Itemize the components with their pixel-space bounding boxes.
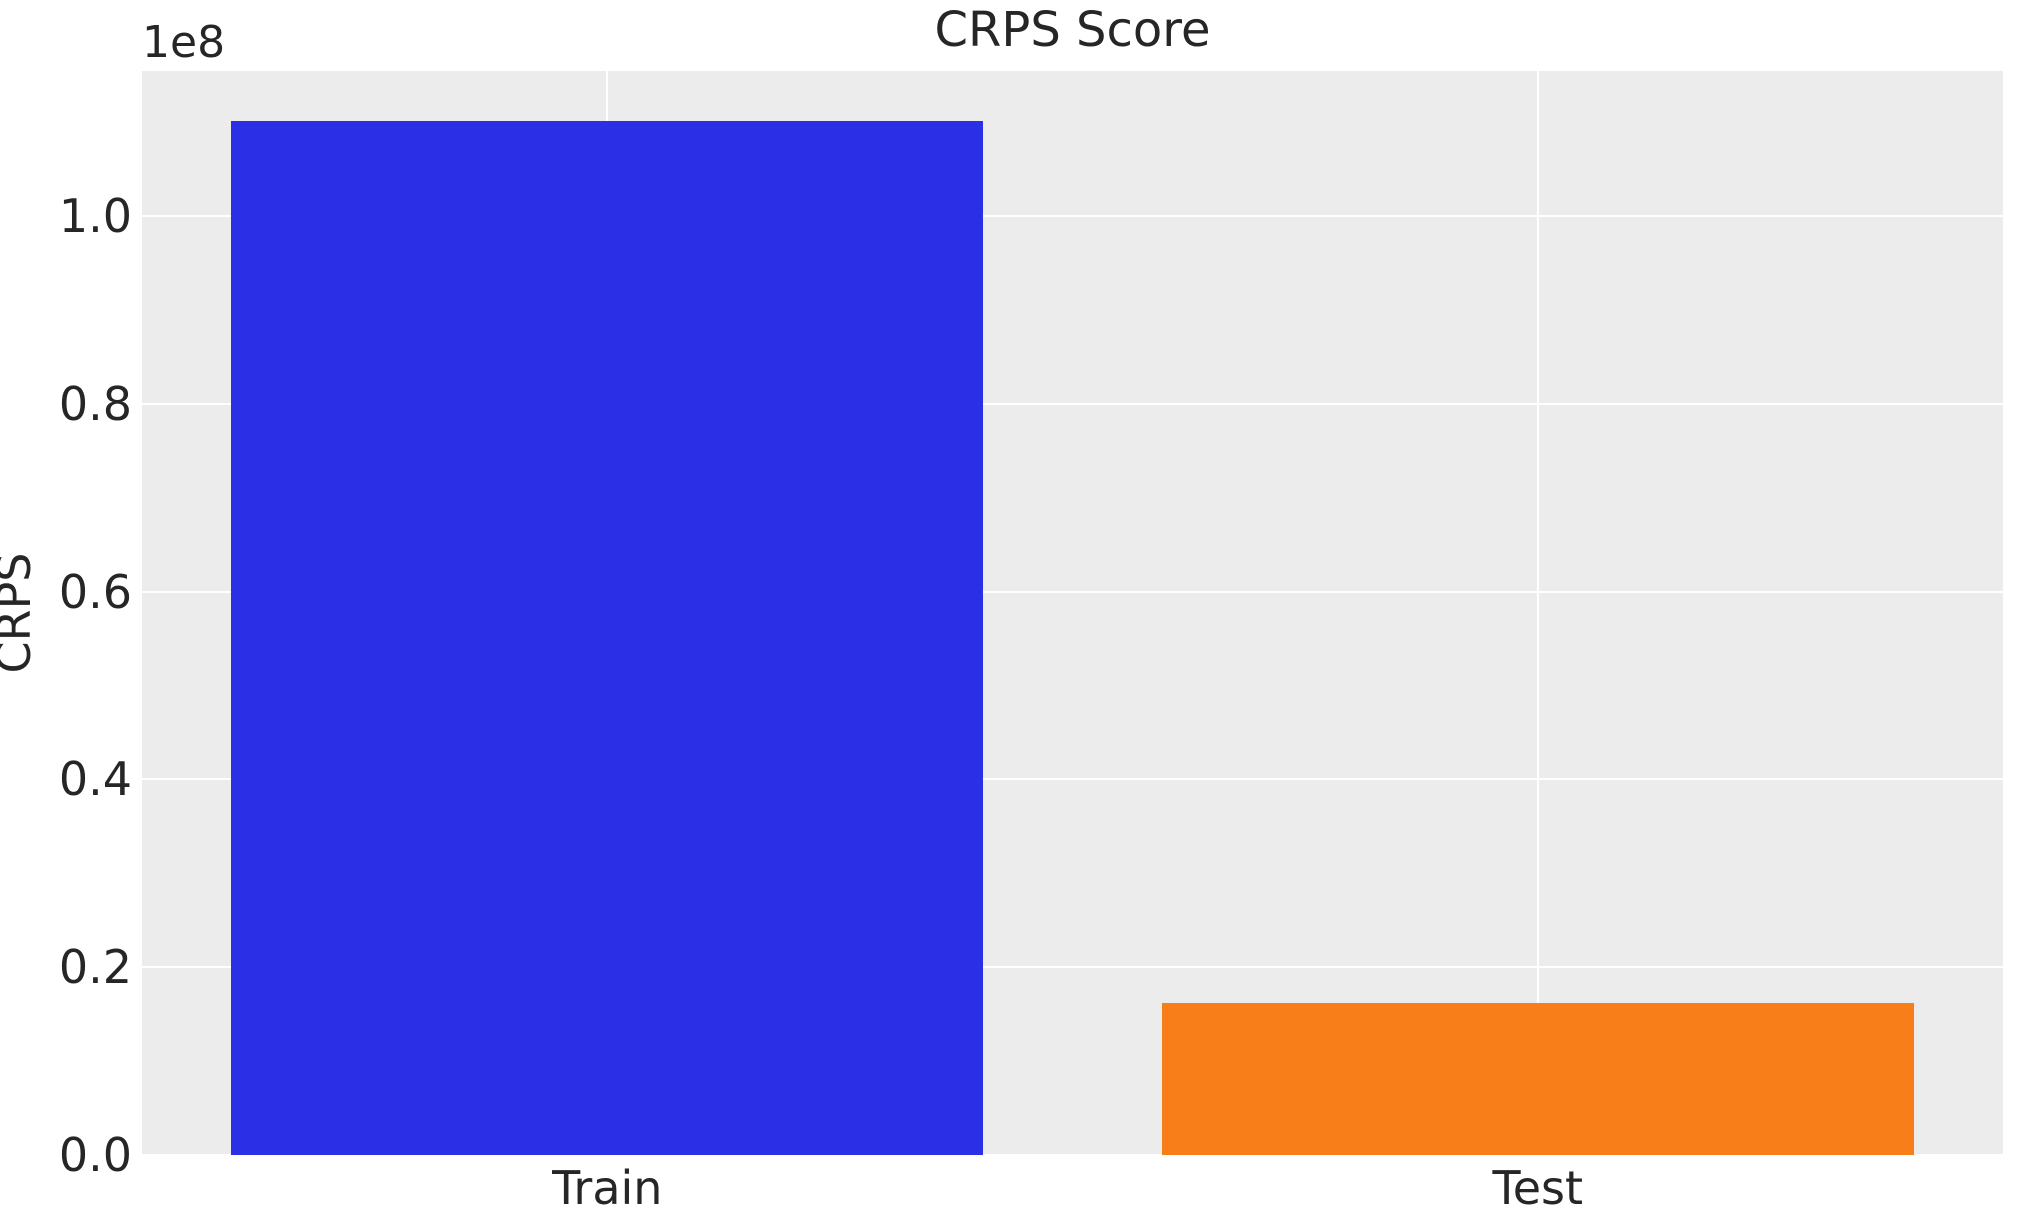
y-tick-label: 1.0 <box>58 189 132 244</box>
x-tick-label-test: Test <box>1492 1161 1584 1215</box>
horizontal-gridline <box>142 590 2003 593</box>
x-tick-label-train: Train <box>552 1161 663 1215</box>
y-axis-offset-text: 1e8 <box>142 17 226 68</box>
bar-test <box>1161 1002 1914 1155</box>
y-tick-label: 0.8 <box>58 376 132 431</box>
y-tick-label: 0.4 <box>58 752 132 807</box>
horizontal-gridline <box>142 402 2003 405</box>
horizontal-gridline <box>142 778 2003 781</box>
y-tick-label: 0.2 <box>58 940 132 995</box>
bar-train <box>231 121 984 1155</box>
vertical-gridline <box>1536 71 1539 1155</box>
y-tick-label: 0.0 <box>58 1128 132 1182</box>
horizontal-gridline <box>142 966 2003 969</box>
y-tick-label: 0.6 <box>58 564 132 619</box>
chart-title: CRPS Score <box>934 2 1211 58</box>
plot-area <box>142 71 2003 1155</box>
horizontal-gridline <box>142 215 2003 218</box>
horizontal-gridline <box>142 1154 2003 1155</box>
